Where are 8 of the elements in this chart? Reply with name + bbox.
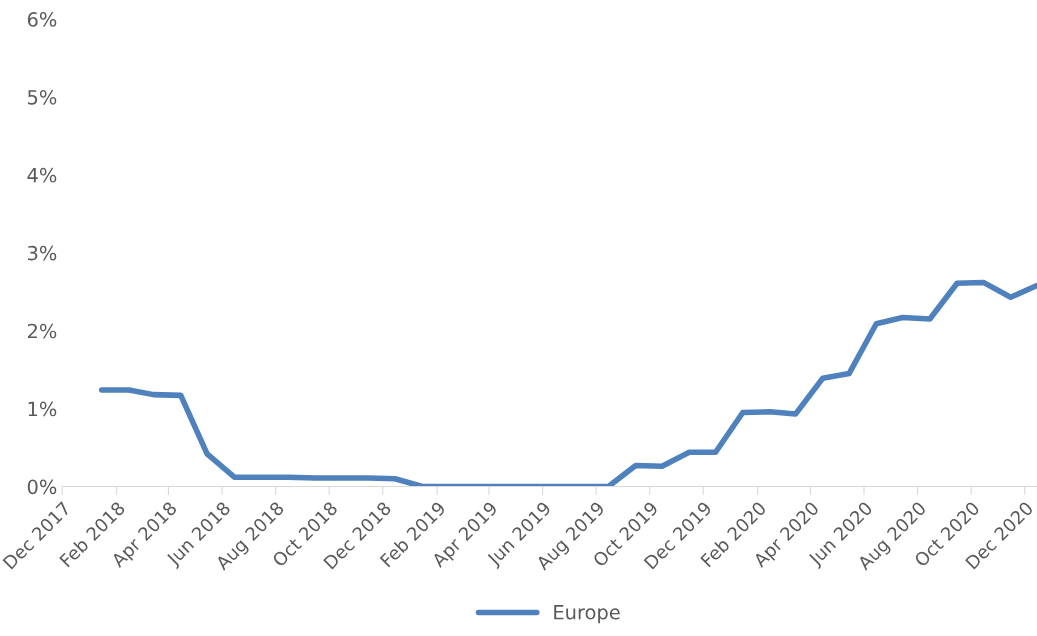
y-tick-label: 2%	[27, 323, 57, 339]
y-tick-label: 5%	[28, 89, 57, 105]
y-tick-label: 4%	[27, 167, 57, 183]
y-tick-label: 0%	[27, 479, 57, 495]
y-tick-label: 1%	[28, 401, 57, 417]
y-tick-label: 3%	[27, 245, 57, 261]
y-tick-label: 6%	[27, 12, 57, 27]
legend-label: Europe	[554, 605, 620, 624]
